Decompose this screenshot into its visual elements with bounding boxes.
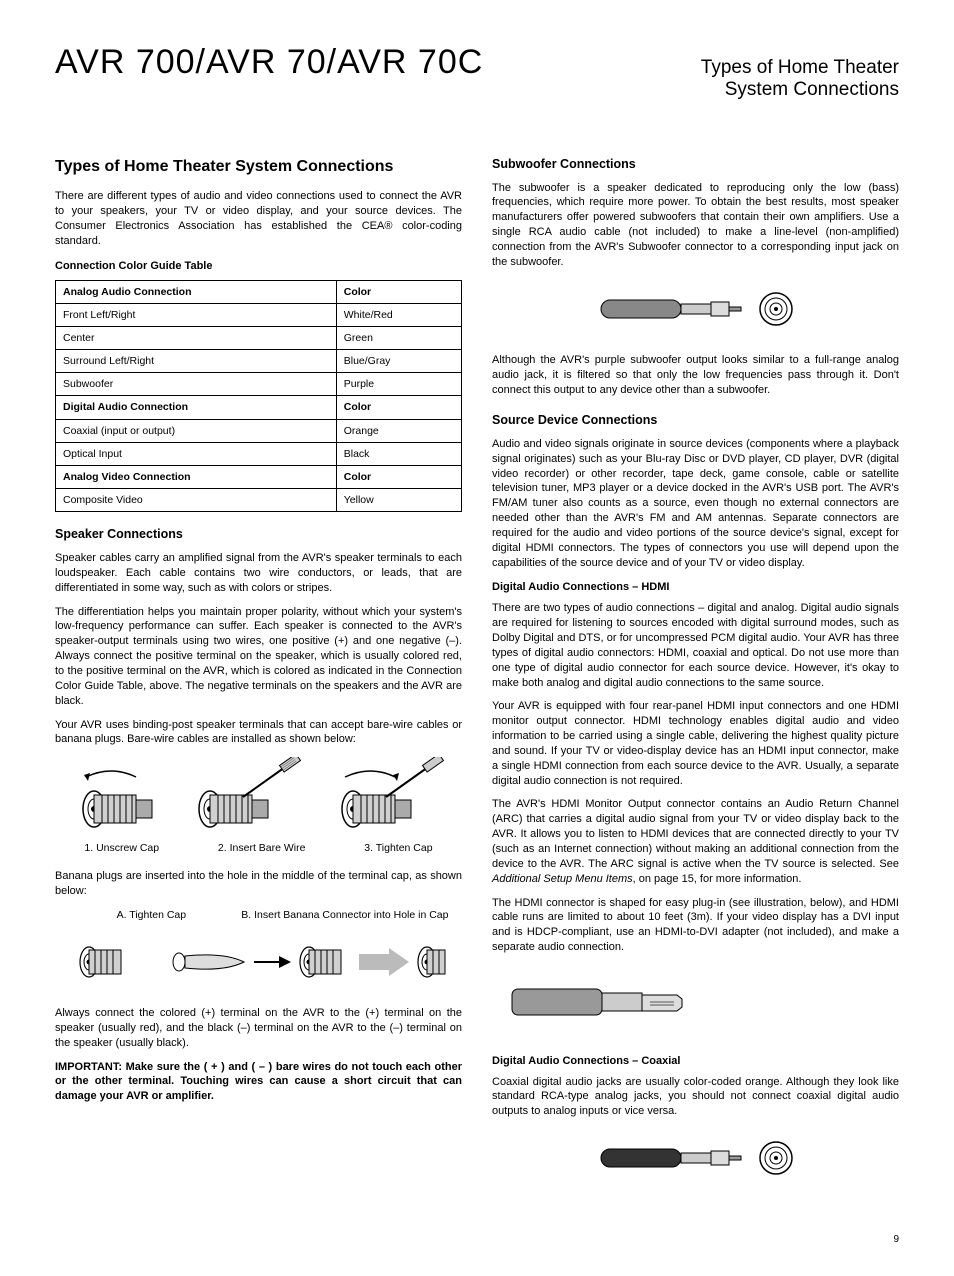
rca-cable-figure	[492, 282, 899, 342]
table-row: SubwooferPurple	[56, 373, 462, 396]
table-header: Color	[336, 280, 461, 303]
coax-cable-figure	[492, 1131, 899, 1191]
binding-post-figure-row	[55, 757, 462, 837]
product-title: AVR 700/AVR 70/AVR 70C	[55, 40, 483, 86]
speaker-connections-title: Speaker Connections	[55, 526, 462, 543]
table-header: Analog Video Connection	[56, 465, 337, 488]
body-text: The subwoofer is a speaker dedicated to …	[492, 181, 899, 270]
body-text: Coaxial digital audio jacks are usually …	[492, 1075, 899, 1120]
body-text: The differentiation helps you maintain p…	[55, 605, 462, 709]
page-header: AVR 700/AVR 70/AVR 70C Types of Home The…	[55, 40, 899, 101]
intro-paragraph: There are different types of audio and v…	[55, 189, 462, 248]
fig-label: B. Insert Banana Connector into Hole in …	[218, 908, 462, 922]
topic-line1: Types of Home Theater	[701, 57, 899, 79]
table-row: Composite VideoYellow	[56, 489, 462, 512]
body-text: The HDMI connector is shaped for easy pl…	[492, 896, 899, 955]
table-header: Digital Audio Connection	[56, 396, 337, 419]
source-device-title: Source Device Connections	[492, 412, 899, 429]
insert-wire-icon	[188, 757, 308, 837]
hdmi-cable-figure	[492, 967, 899, 1042]
body-text: The AVR's HDMI Monitor Output connector …	[492, 797, 899, 886]
important-note: IMPORTANT: Make sure the ( + ) and ( – )…	[55, 1060, 462, 1105]
banana-plug-figure	[55, 934, 462, 994]
page-topic: Types of Home Theater System Connections	[701, 57, 899, 101]
table-row: CenterGreen	[56, 326, 462, 349]
table-row: Optical InputBlack	[56, 442, 462, 465]
body-text: Banana plugs are inserted into the hole …	[55, 869, 462, 899]
body-text: Although the AVR's purple subwoofer outp…	[492, 353, 899, 398]
fig-label: 3. Tighten Cap	[364, 841, 432, 855]
tighten-cap-icon	[331, 757, 451, 837]
fig-label: A. Tighten Cap	[55, 908, 218, 922]
body-text: Speaker cables carry an amplified signal…	[55, 551, 462, 596]
table-header: Color	[336, 465, 461, 488]
table-title: Connection Color Guide Table	[55, 259, 462, 274]
section-title: Types of Home Theater System Connections	[55, 156, 462, 178]
subwoofer-title: Subwoofer Connections	[492, 156, 899, 173]
fig-label: 2. Insert Bare Wire	[218, 841, 306, 855]
body-text: Your AVR uses binding-post speaker termi…	[55, 718, 462, 748]
unscrew-cap-icon	[66, 767, 166, 837]
table-header: Color	[336, 396, 461, 419]
topic-line2: System Connections	[701, 79, 899, 101]
color-guide-table: Analog Audio ConnectionColor Front Left/…	[55, 280, 462, 513]
right-column: Subwoofer Connections The subwoofer is a…	[492, 156, 899, 1203]
body-text: Audio and video signals originate in sou…	[492, 437, 899, 571]
fig-label: 1. Unscrew Cap	[84, 841, 159, 855]
hdmi-title: Digital Audio Connections – HDMI	[492, 580, 899, 595]
left-column: Types of Home Theater System Connections…	[55, 156, 462, 1203]
figure-labels: 1. Unscrew Cap 2. Insert Bare Wire 3. Ti…	[55, 841, 462, 855]
banana-labels: A. Tighten Cap B. Insert Banana Connecto…	[55, 908, 462, 922]
body-text: Your AVR is equipped with four rear-pane…	[492, 699, 899, 788]
table-row: Surround Left/RightBlue/Gray	[56, 350, 462, 373]
table-row: Front Left/RightWhite/Red	[56, 303, 462, 326]
table-header: Analog Audio Connection	[56, 280, 337, 303]
table-row: Coaxial (input or output)Orange	[56, 419, 462, 442]
body-text: Always connect the colored (+) terminal …	[55, 1006, 462, 1051]
body-text: There are two types of audio connections…	[492, 601, 899, 690]
coax-title: Digital Audio Connections – Coaxial	[492, 1054, 899, 1069]
